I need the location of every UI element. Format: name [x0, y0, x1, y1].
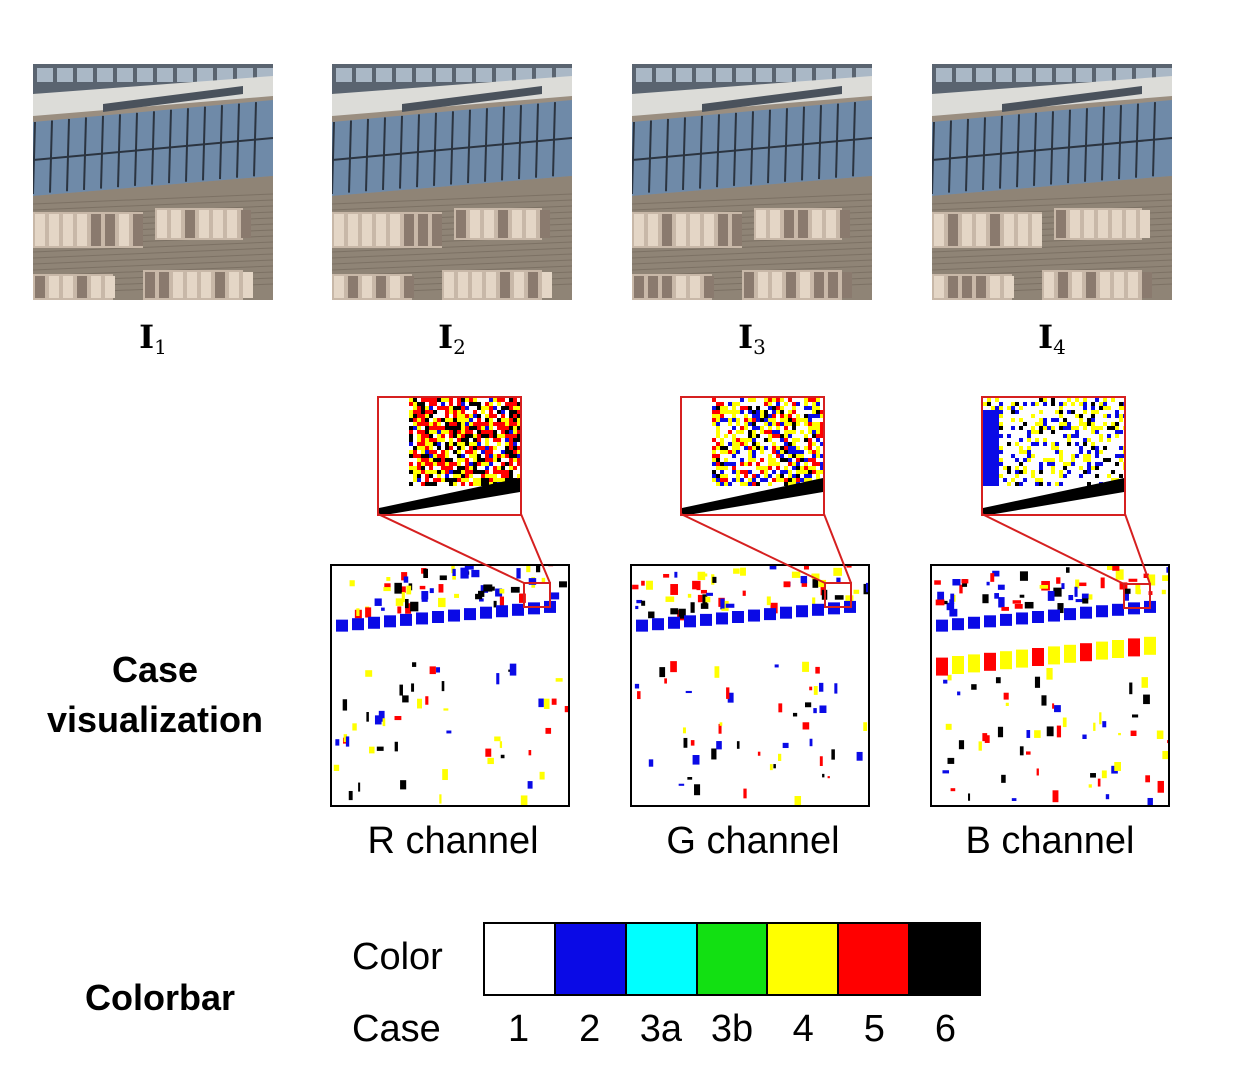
photo-i3	[632, 64, 872, 300]
channel-label-r: R channel	[367, 820, 539, 862]
colorbar-case-label: Case	[352, 1008, 441, 1050]
colorbar-case-6: 6	[934, 1008, 956, 1050]
photo-i1	[33, 64, 273, 300]
colorbar-case-3a: 3a	[639, 1008, 682, 1050]
image-label-i1: I1	[139, 318, 167, 359]
colorbar	[483, 922, 981, 996]
colorbar-swatch-4	[766, 924, 838, 994]
colorbar-case-5: 5	[863, 1008, 885, 1050]
colorbar-swatch-6	[908, 924, 980, 994]
colorbar-swatch-3b	[695, 924, 767, 994]
colorbar-case-3b: 3b	[710, 1008, 754, 1050]
colorbar-case-numbers: 1 2 3a 3b 4 5 6	[483, 1008, 981, 1051]
colorbar-swatch-3a	[624, 924, 696, 994]
colorbar-case-4: 4	[792, 1008, 814, 1050]
image-label-i4: I4	[1038, 318, 1066, 359]
image-label-i2: I2	[438, 318, 466, 359]
colorbar-color-label: Color	[352, 936, 443, 978]
channel-label-g: G channel	[666, 820, 840, 862]
case-vis-g	[630, 564, 870, 807]
zoom-inset-r	[377, 396, 522, 516]
channel-label-b: B channel	[965, 820, 1135, 862]
row-label-colorbar: Colorbar	[84, 977, 235, 1018]
case-vis-b	[930, 564, 1170, 807]
colorbar-case-1: 1	[508, 1008, 530, 1050]
zoom-inset-b	[981, 396, 1126, 516]
row-label-case-visualization: Case visualization	[46, 649, 264, 740]
colorbar-swatch-1	[485, 924, 554, 994]
colorbar-case-2: 2	[579, 1008, 601, 1050]
photo-i2	[332, 64, 572, 300]
zoom-inset-g	[680, 396, 825, 516]
colorbar-swatch-5	[837, 924, 909, 994]
case-vis-r	[330, 564, 570, 807]
colorbar-swatch-2	[553, 924, 625, 994]
photo-i4	[932, 64, 1172, 300]
image-label-i3: I3	[738, 318, 766, 359]
